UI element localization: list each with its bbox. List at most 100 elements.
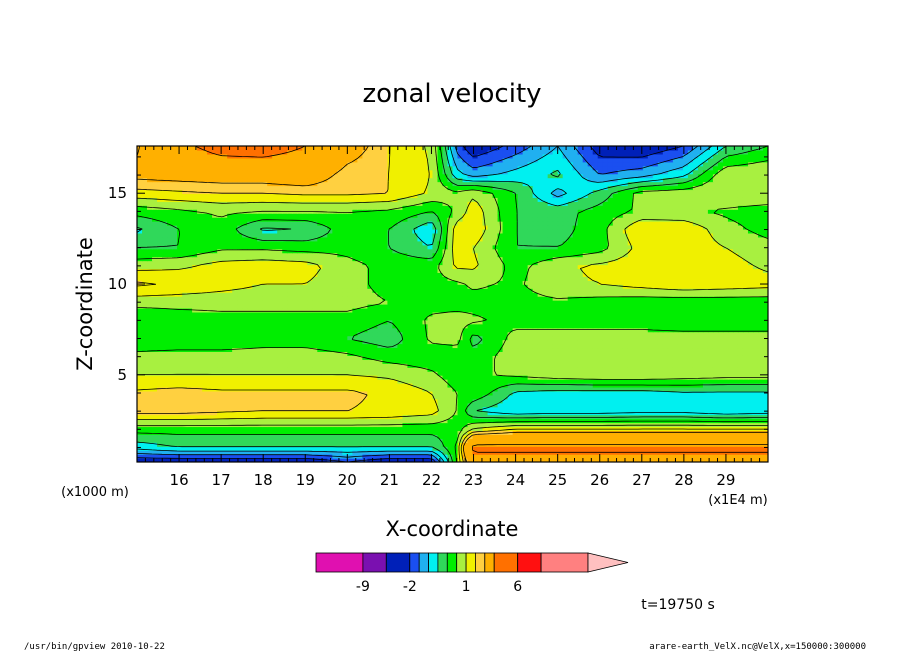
field-cell — [172, 406, 178, 412]
field-cell — [237, 386, 243, 392]
field-cell — [727, 422, 734, 428]
field-cell — [327, 430, 333, 435]
field-cell — [187, 450, 193, 455]
field-cell — [222, 414, 228, 420]
field-cell — [207, 363, 213, 368]
field-cell — [407, 430, 414, 435]
field-cell — [737, 363, 744, 368]
field-cell — [367, 450, 373, 455]
field-cell — [267, 307, 273, 313]
field-cell — [307, 454, 313, 459]
field-cell — [757, 418, 764, 424]
field-cell — [267, 331, 273, 337]
field-cell — [512, 363, 519, 368]
field-cell — [202, 335, 208, 341]
field-cell — [192, 319, 198, 325]
field-cell — [672, 311, 679, 317]
field-cell — [297, 367, 303, 372]
field-cell — [237, 355, 243, 360]
field-cell — [667, 367, 674, 372]
field-cell — [187, 331, 193, 337]
field-cell — [682, 351, 689, 356]
field-cell — [507, 375, 514, 380]
field-cell — [727, 458, 734, 462]
field-cell — [437, 390, 444, 396]
field-cell — [402, 390, 409, 396]
field-cell — [187, 414, 193, 420]
field-cell — [462, 438, 469, 443]
field-cell — [752, 335, 759, 341]
field-cell — [147, 315, 153, 321]
field-cell — [392, 450, 399, 455]
field-cell — [632, 319, 639, 325]
field-cell — [357, 339, 363, 345]
field-cell — [462, 406, 469, 412]
field-cell — [302, 438, 308, 443]
field-cell — [557, 319, 564, 325]
field-cell — [752, 422, 759, 428]
field-cell — [222, 327, 228, 333]
field-cell — [507, 446, 514, 451]
field-cell — [382, 355, 388, 360]
field-cell — [377, 355, 383, 360]
field-cell — [212, 367, 218, 372]
field-cell — [522, 327, 529, 333]
field-cell — [737, 406, 744, 412]
field-cell — [567, 390, 574, 396]
field-cell — [532, 398, 539, 404]
field-cell — [137, 379, 143, 384]
field-cell — [487, 339, 494, 345]
field-cell — [712, 311, 719, 317]
field-cell — [442, 355, 449, 360]
field-cell — [297, 304, 303, 309]
field-cell — [522, 375, 529, 380]
field-cell — [602, 422, 609, 428]
field-cell — [677, 367, 684, 372]
field-cell — [627, 386, 634, 392]
field-cell — [677, 438, 684, 443]
field-cell — [287, 406, 293, 412]
field-cell — [247, 454, 253, 459]
field-cell — [257, 351, 263, 356]
field-cell — [592, 454, 599, 459]
field-cell — [647, 394, 654, 400]
field-cell — [527, 331, 534, 337]
field-cell — [407, 319, 414, 325]
field-cell — [527, 379, 534, 384]
field-cell — [652, 339, 659, 345]
field-cell — [572, 355, 579, 360]
field-cell — [612, 394, 619, 400]
field-cell — [632, 327, 639, 333]
field-cell — [462, 422, 469, 428]
field-cell — [747, 402, 754, 408]
field-cell — [647, 363, 654, 368]
field-cell — [642, 438, 649, 443]
field-cell — [167, 351, 173, 356]
field-cell — [747, 383, 754, 388]
field-cell — [542, 398, 549, 404]
field-cell — [412, 406, 419, 412]
field-cell — [692, 422, 699, 428]
field-cell — [742, 335, 749, 341]
field-cell — [677, 402, 684, 408]
field-cell — [177, 402, 183, 408]
field-cell — [727, 386, 734, 392]
field-cell — [317, 446, 323, 451]
field-cell — [452, 434, 459, 439]
field-cell — [687, 446, 694, 451]
field-cell — [252, 343, 258, 349]
field-cell — [462, 402, 469, 408]
field-cell — [187, 406, 193, 412]
field-cell — [737, 323, 744, 329]
field-cell — [757, 363, 764, 368]
field-cell — [277, 347, 283, 352]
field-cell — [732, 363, 739, 368]
field-cell — [482, 446, 489, 451]
field-cell — [637, 434, 644, 439]
field-cell — [177, 304, 183, 309]
field-cell — [442, 304, 449, 309]
field-cell — [547, 454, 554, 459]
field-cell — [557, 458, 564, 462]
field-cell — [442, 458, 449, 462]
field-cell — [507, 335, 514, 341]
